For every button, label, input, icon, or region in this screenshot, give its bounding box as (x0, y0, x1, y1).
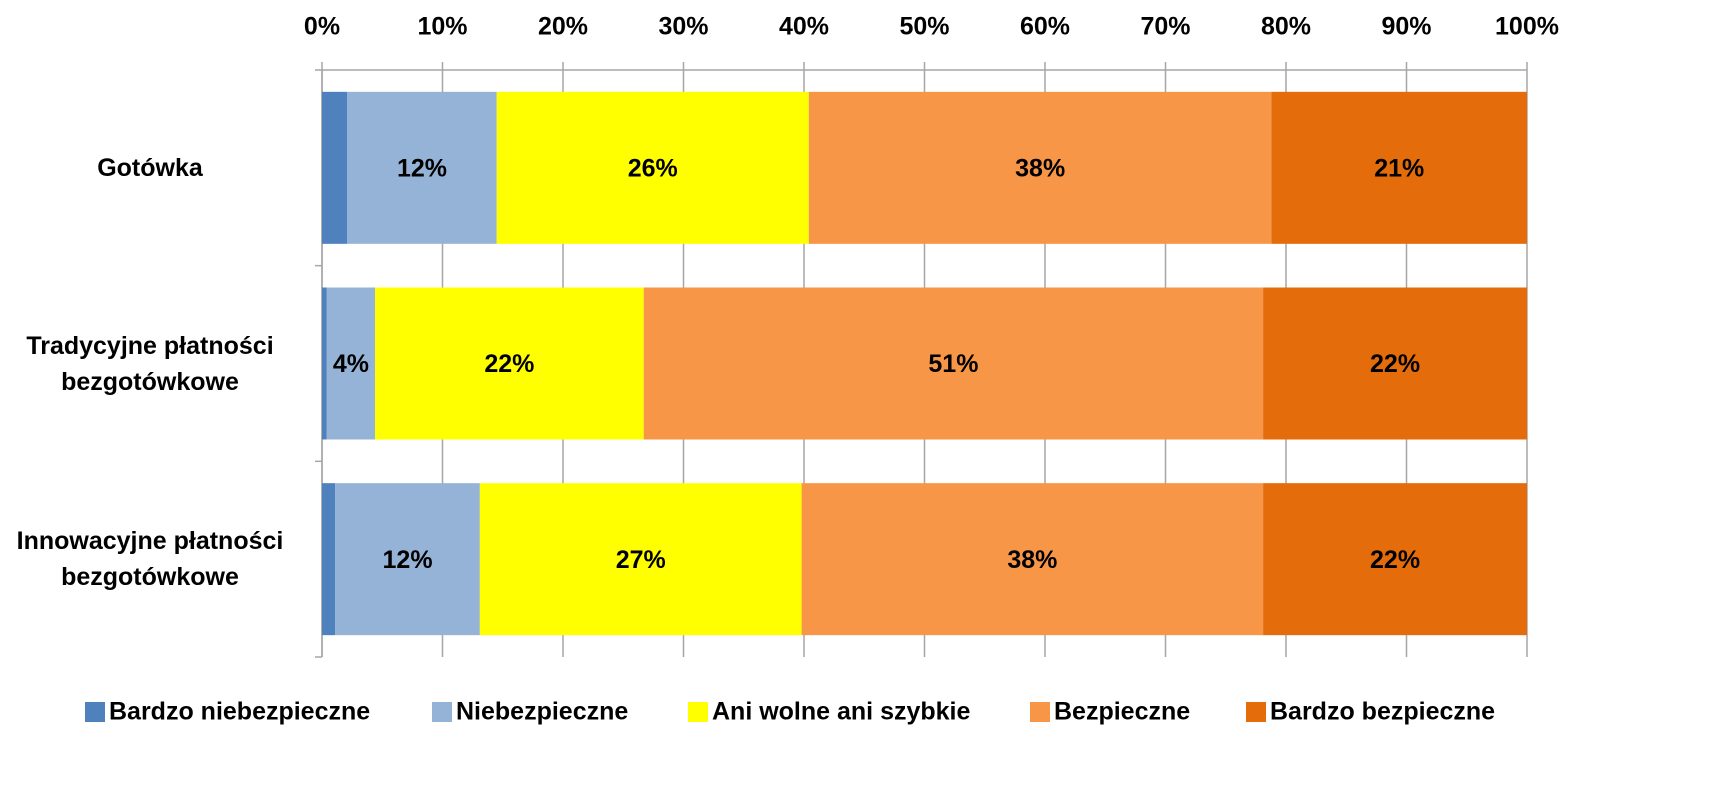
y-tick-label: Innowacyjne płatności bezgotówkowe (16, 527, 284, 592)
legend-swatch (85, 702, 105, 722)
x-tick-label: 70% (1140, 13, 1190, 41)
x-tick-label: 10% (417, 13, 467, 41)
legend-label: Bezpieczne (1054, 698, 1190, 726)
data-label: 22% (1370, 350, 1420, 378)
legend-swatch (688, 702, 708, 722)
x-tick-label: 50% (899, 13, 949, 41)
legend-label: Niebezpieczne (456, 698, 628, 726)
y-tick-label: Tradycyjne płatności bezgotówkowe (26, 331, 274, 396)
bar-segment (322, 287, 327, 440)
bar-segment (808, 91, 1272, 244)
y-tick-label: Gotówka (97, 153, 203, 182)
x-tick-label: 0% (304, 13, 340, 41)
data-label: 22% (484, 350, 534, 378)
bar-segment (375, 287, 644, 440)
data-label: 4% (333, 350, 369, 378)
data-label: 38% (1015, 154, 1065, 182)
bar-segment (801, 483, 1264, 636)
data-label: 12% (397, 154, 447, 182)
legend-label: Ani wolne ani szybkie (712, 698, 970, 726)
x-tick-label: 40% (779, 13, 829, 41)
bar-segment (1263, 287, 1527, 440)
legend-label: Bardzo bezpieczne (1270, 698, 1495, 726)
bar-segment (335, 483, 480, 636)
bar-segment (322, 91, 348, 244)
data-label: 12% (383, 546, 433, 574)
bar-segment (1263, 483, 1527, 636)
data-label: 26% (628, 154, 678, 182)
x-tick-label: 90% (1381, 13, 1431, 41)
legend-swatch (1030, 702, 1050, 722)
x-tick-label: 80% (1261, 13, 1311, 41)
legend-swatch (1246, 702, 1266, 722)
legend-label: Bardzo niebezpieczne (109, 698, 370, 726)
data-label: 27% (616, 546, 666, 574)
bar-segment (479, 483, 802, 636)
bar-segment (643, 287, 1264, 440)
data-label: 22% (1370, 546, 1420, 574)
bar-segment (322, 483, 336, 636)
x-tick-label: 30% (658, 13, 708, 41)
data-label: 51% (928, 350, 978, 378)
bar-segment (496, 91, 809, 244)
x-tick-label: 60% (1020, 13, 1070, 41)
x-tick-label: 20% (538, 13, 588, 41)
bar-segment (1271, 91, 1527, 244)
data-label: 38% (1007, 546, 1057, 574)
data-label: 21% (1374, 154, 1424, 182)
bar-segment (347, 91, 497, 244)
bar-segment (326, 287, 376, 440)
x-tick-label: 100% (1495, 13, 1559, 41)
legend-swatch (432, 702, 452, 722)
